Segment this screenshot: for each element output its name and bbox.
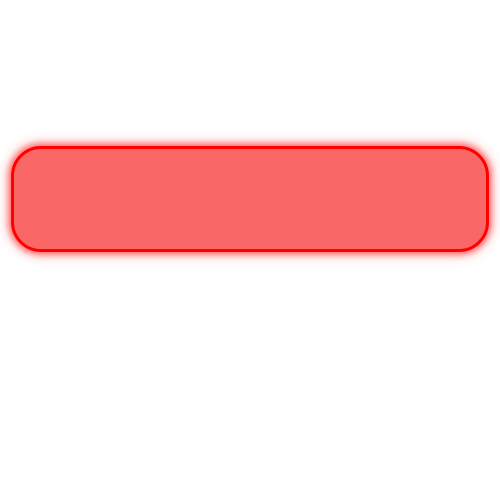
highlighted-field[interactable] xyxy=(11,146,489,252)
